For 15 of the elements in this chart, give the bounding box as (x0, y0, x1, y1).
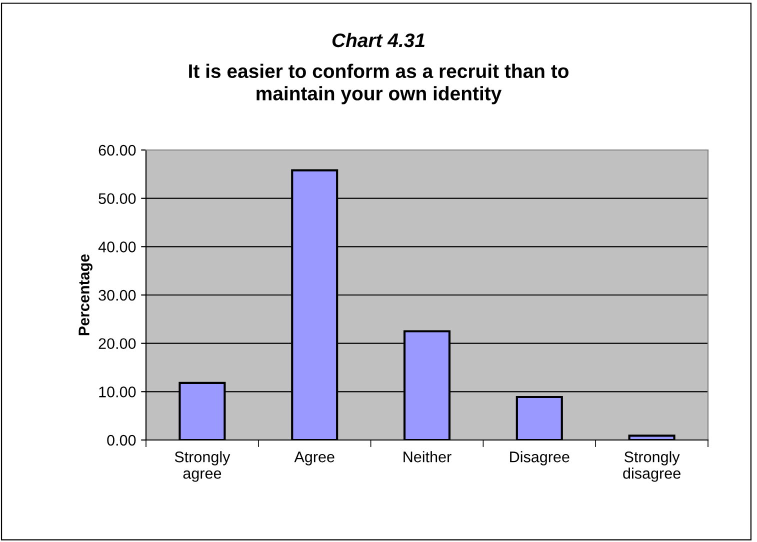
y-tick-label: 10.00 (99, 386, 136, 398)
y-tick-label: 30.00 (98, 290, 136, 301)
y-tick-label: 0.00 (107, 434, 136, 446)
y-axis-title: Percentage (78, 254, 92, 336)
chart-title: Chart 4.31 (332, 32, 424, 48)
x-tick-label: Strongly disagree (623, 451, 680, 482)
y-tick-label: 60.00 (98, 144, 136, 156)
y-tick-label: 40.00 (98, 242, 136, 252)
y-tick-label: 20.00 (98, 338, 136, 350)
x-tick-label: Neither (404, 451, 452, 462)
x-tick-label: Agree (294, 452, 334, 466)
chart-subtitle: It is easier to conform as a recruit than to maintain your own identity (189, 64, 568, 104)
y-tick-label: 50.00 (98, 193, 136, 204)
x-tick-label: Strongly agree (174, 451, 230, 482)
x-tick-label: Disagree (510, 451, 570, 466)
